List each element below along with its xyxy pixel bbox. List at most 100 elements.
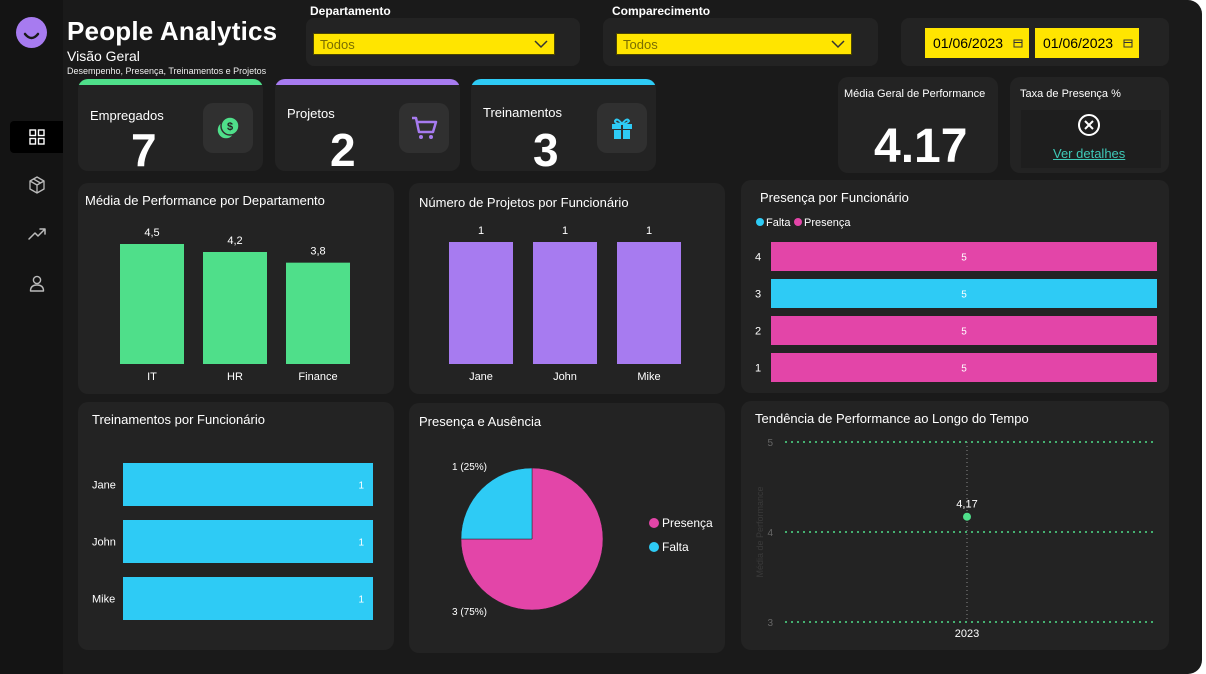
perf-by-dept-chart: 4,5 IT 4,2 HR 3,8 Finance [120, 227, 350, 383]
kpi-trainings-card: Treinamentos 3 [471, 79, 656, 171]
category-label: Jane [469, 371, 493, 383]
sidebar-item-dashboard[interactable] [10, 121, 63, 153]
data-label: 1 [562, 225, 568, 237]
sidebar-item-people[interactable] [10, 267, 63, 299]
kpi-attendance-rate-label: Taxa de Presença % [1020, 88, 1121, 100]
bar [123, 577, 373, 620]
bar [286, 262, 350, 364]
kpi-performance-label: Média Geral de Performance [844, 88, 986, 100]
sidebar-item-trends[interactable] [10, 218, 63, 250]
logo-icon [16, 17, 47, 48]
trending-up-icon [27, 228, 46, 240]
kpi-employees-card: Empregados 7 $ [78, 79, 263, 171]
tick-label: 4 [767, 528, 773, 539]
bar [203, 252, 267, 364]
kpi-accent-bar [471, 79, 656, 85]
category-label: 3 [755, 289, 761, 301]
department-filter-label: Departamento [310, 4, 391, 18]
bar [771, 242, 1157, 271]
trainings-per-employee-chart: 1 Jane 1 John 1 Mike [92, 463, 373, 620]
kpi-trainings-value: 3 [533, 124, 559, 171]
calendar-icon [1013, 39, 1023, 48]
category-label: Mike [92, 594, 115, 606]
data-label: 5 [961, 364, 967, 375]
legend-marker [649, 542, 659, 552]
data-label: 1 [358, 481, 364, 492]
data-label: 1 [646, 225, 652, 237]
category-label: HR [227, 371, 243, 383]
bar [617, 242, 681, 364]
legend-marker [649, 518, 659, 528]
bar [120, 244, 184, 364]
page-subtitle: Visão Geral [67, 48, 140, 64]
legend-marker [794, 218, 802, 226]
legend-marker [756, 218, 764, 226]
date-start-value: 01/06/2023 [933, 35, 1004, 51]
kpi-attendance-rate-card: Taxa de Presença % Ver detalhes [1010, 77, 1169, 173]
kpi-employees-value: 7 [131, 124, 157, 171]
data-point [963, 512, 971, 521]
data-label: 4,2 [227, 235, 242, 247]
data-label: 4,5 [144, 227, 159, 239]
attendance-dropdown[interactable]: Todos [616, 33, 852, 55]
category-label: John [92, 537, 116, 549]
trainings-per-employee-panel: Treinamentos por Funcionário 1 Jane 1 John 1… [78, 402, 394, 650]
data-label: 3,8 [310, 246, 325, 258]
legend-label: Falta [766, 217, 791, 229]
category-label: Jane [92, 480, 116, 492]
money-icon: $ [203, 103, 253, 153]
presence-absence-chart: 3 (75%) 1 (25%) Presença Falta [452, 462, 713, 618]
data-label: 5 [961, 253, 967, 264]
kpi-trainings-label: Treinamentos [483, 105, 562, 120]
kpi-projects-card: Projetos 2 [275, 79, 460, 171]
kpi-performance-value: 4.17 [874, 120, 968, 173]
grid-icon [28, 129, 45, 145]
performance-trend-chart: 5 4 3 Média de Performance 4,17 2023 [755, 438, 1153, 640]
legend-label: Presença [662, 516, 713, 530]
details-link[interactable]: Ver detalhes [1053, 146, 1126, 161]
legend-label: Presença [804, 217, 851, 229]
gift-icon [597, 103, 647, 153]
data-label: 4,17 [956, 499, 977, 511]
category-label: Mike [637, 371, 660, 383]
chart-title: Tendência de Performance ao Longo do Tem… [755, 411, 1029, 426]
date-end-value: 01/06/2023 [1043, 35, 1114, 51]
data-label: 5 [961, 327, 967, 338]
data-label: 3 (75%) [452, 607, 487, 618]
sidebar-item-projects[interactable] [10, 169, 63, 201]
category-label: IT [147, 371, 157, 383]
kpi-accent-bar [78, 79, 263, 85]
presence-absence-panel: Presença e Ausência 3 (75%) 1 (25%) Presen… [409, 403, 725, 653]
date-end-input[interactable]: 01/06/2023 [1035, 28, 1139, 58]
svg-text:$: $ [227, 121, 233, 133]
axis-label: Média de Performance [755, 486, 765, 577]
bar [771, 279, 1157, 308]
perf-by-dept-panel: Média de Performance por Departamento 4,… [78, 183, 394, 394]
user-icon [29, 275, 44, 292]
kpi-projects-label: Projetos [287, 106, 335, 121]
x-tick-label: 2023 [955, 628, 979, 640]
data-label: 1 [478, 225, 484, 237]
chevron-down-icon [534, 40, 548, 49]
kpi-attendance-rate-body [1021, 110, 1161, 168]
kpi-accent-bar [275, 79, 460, 85]
chart-title: Número de Projetos por Funcionário [419, 195, 629, 210]
legend-label: Falta [662, 540, 689, 554]
kpi-performance-card: Média Geral de Performance 4.17 [838, 77, 998, 173]
bar [771, 316, 1157, 345]
category-label: 4 [755, 252, 761, 264]
date-start-input[interactable]: 01/06/2023 [925, 28, 1029, 58]
projects-per-employee-panel: Número de Projetos por Funcionário 1 Jane… [409, 183, 725, 394]
bar [123, 520, 373, 563]
tick-label: 5 [767, 438, 773, 449]
data-label: 1 [358, 595, 364, 606]
bar [771, 353, 1157, 382]
attendance-per-employee-chart: Falta Presença 5 4 5 3 5 2 5 1 [755, 217, 1157, 382]
bar [123, 463, 373, 506]
chart-title: Presença por Funcionário [760, 190, 909, 205]
chart-title: Média de Performance por Departamento [85, 193, 325, 208]
department-dropdown[interactable]: Todos [313, 33, 555, 55]
box-icon [28, 176, 45, 194]
attendance-dropdown-value: Todos [623, 36, 658, 52]
